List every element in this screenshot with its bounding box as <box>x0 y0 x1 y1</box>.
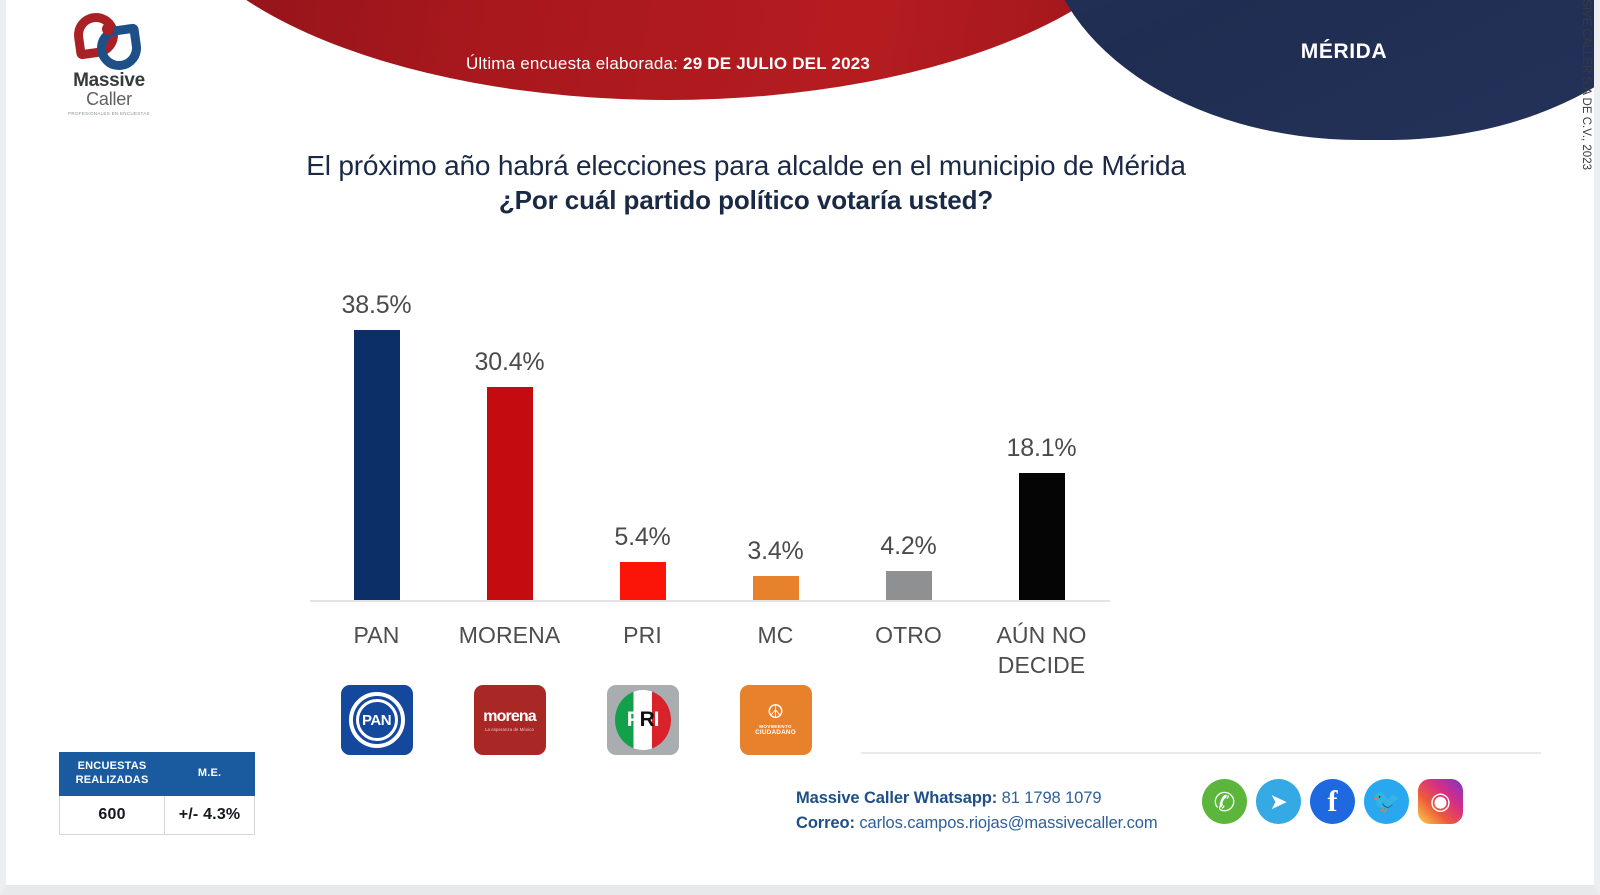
twitter-icon[interactable]: 🐦 <box>1364 779 1409 824</box>
region-label: MÉRIDA <box>1300 40 1388 63</box>
bar-group-otro: 4.2% <box>842 250 975 600</box>
bar-group-morena: 30.4% <box>443 250 576 600</box>
morena-logo: morena La esperanza de México <box>473 685 546 755</box>
bar-value-label: 3.4% <box>747 537 804 565</box>
bar-pan[interactable] <box>353 330 400 600</box>
bar-mc[interactable] <box>752 576 799 600</box>
party-logo-cell-morena: morena La esperanza de México <box>443 684 576 756</box>
pan-logo: PAN <box>340 685 413 755</box>
category-label-morena: MORENA <box>458 622 561 648</box>
copyright-sidebar: D.R., (C) MASSIVE CALLER S.A DE C.V., 20… <box>1552 0 1592 170</box>
party-logo-cell-mc: ☮ MOVIMIENTO CIUDADANO <box>709 684 842 756</box>
survey-date-line: Última encuesta elaborada: 29 DE JULIO D… <box>158 54 1178 74</box>
whatsapp-icon[interactable]: ✆ <box>1202 779 1247 824</box>
category-label-otro: OTRO <box>875 622 942 648</box>
bar-value-label: 4.2% <box>880 532 937 560</box>
logo-subname: Caller <box>86 89 132 110</box>
cell-margen-error: +/- 4.3% <box>164 794 255 835</box>
bar-value-label: 18.1% <box>1006 434 1077 462</box>
category-label-aún-no-decide: AÚN NO DECIDE <box>996 622 1087 679</box>
linked-speech-bubbles-icon <box>71 10 146 73</box>
page-title: El próximo año habrá elecciones para alc… <box>166 148 1326 218</box>
bar-value-label: 5.4% <box>614 523 671 551</box>
category-label-pan: PAN <box>353 622 400 648</box>
pan-logo-text: PAN <box>355 699 398 741</box>
morena-logo-text: morena <box>483 707 536 725</box>
pri-logo-letter-i: I <box>653 708 660 731</box>
survey-stats-table: ENCUESTAS REALIZADAS M.E. 600 +/- 4.3% <box>58 752 255 835</box>
bar-otro[interactable] <box>885 571 932 600</box>
contact-email-line: Correo: carlos.campos.riojas@massivecall… <box>796 811 1158 836</box>
mc-logo-line-1: MOVIMIENTO <box>759 724 792 730</box>
table-row: 600 +/- 4.3% <box>58 794 255 835</box>
copyright-line-1: D.R., (C) MASSIVE CALLER S.A DE C.V., 20… <box>1580 0 1592 170</box>
contact-whatsapp-label: Massive Caller Whatsapp: <box>796 789 998 807</box>
header-red-banner: Última encuesta elaborada: 29 DE JULIO D… <box>158 0 1178 100</box>
contact-info: Massive Caller Whatsapp: 81 1798 1079 Co… <box>796 786 1158 836</box>
category-label-pri: PRI <box>623 622 662 648</box>
bar-value-label: 38.5% <box>341 291 412 319</box>
bar-aún-no-decide[interactable] <box>1018 473 1065 600</box>
bar-pri[interactable] <box>619 562 666 600</box>
survey-date-label: Última encuesta elaborada: <box>465 54 679 73</box>
header-blue-banner: MÉRIDA <box>1044 0 1594 140</box>
contact-whatsapp-line: Massive Caller Whatsapp: 81 1798 1079 <box>796 786 1158 811</box>
bar-group-pan: 38.5% <box>310 250 443 600</box>
contact-email-label: Correo: <box>796 814 855 833</box>
instagram-icon[interactable]: ◉ <box>1418 779 1463 824</box>
social-media-links: ✆ ➤ f 🐦 ◉ <box>1202 779 1463 824</box>
footer-divider <box>861 752 1541 754</box>
bar-group-aún-no-decide: 18.1% <box>975 250 1108 600</box>
telegram-icon[interactable]: ➤ <box>1256 779 1301 824</box>
column-header-me: M.E. <box>164 752 255 796</box>
contact-email-value[interactable]: carlos.campos.riojas@massivecaller.com <box>859 814 1158 833</box>
logo-tagline: PROFESIONALES EN ENCUESTAS <box>68 111 150 117</box>
chart-category-labels: PAN MORENA PRI MC OTRO AÚN NO DECIDE <box>310 620 1110 710</box>
mc-logo: ☮ MOVIMIENTO CIUDADANO <box>739 685 812 755</box>
party-logo-row: PAN morena La esperanza de México PRI ☮ … <box>310 684 1110 758</box>
morena-logo-tagline: La esperanza de México <box>485 726 534 732</box>
mc-logo-line-2: CIUDADANO <box>755 729 796 737</box>
table-header-row: ENCUESTAS REALIZADAS M.E. <box>58 752 255 796</box>
pri-logo-letter-r: R <box>639 708 655 731</box>
party-logo-cell-pan: PAN <box>310 684 443 756</box>
facebook-icon[interactable]: f <box>1310 779 1355 824</box>
chart-baseline-axis <box>310 600 1110 602</box>
logo-name: Massive <box>73 70 145 91</box>
bar-group-pri: 5.4% <box>576 250 709 600</box>
cell-encuestas-realizadas: 600 <box>58 794 166 835</box>
title-line-2: ¿Por cuál partido político votaría usted… <box>498 184 994 215</box>
vote-intention-bar-chart: 38.5% 30.4% 5.4% 3.4% 4.2% 18.1% <box>310 250 1110 602</box>
column-header-encuestas: ENCUESTAS REALIZADAS <box>58 752 166 796</box>
category-label-mc: MC <box>757 622 794 648</box>
party-logo-cell-pri: PRI <box>576 684 709 756</box>
title-line-1: El próximo año habrá elecciones para alc… <box>306 150 1186 181</box>
contact-whatsapp-value[interactable]: 81 1798 1079 <box>1001 789 1102 807</box>
eagle-icon: ☮ <box>766 701 785 723</box>
bar-morena[interactable] <box>486 387 533 600</box>
bar-value-label: 30.4% <box>474 348 545 376</box>
survey-date-value: 29 DE JULIO DEL 2023 <box>683 54 871 73</box>
pri-logo-letter-p: P <box>626 708 641 731</box>
pri-logo: PRI <box>606 685 679 755</box>
bar-group-mc: 3.4% <box>709 250 842 600</box>
massive-caller-logo: Massive Caller PROFESIONALES EN ENCUESTA… <box>59 5 159 127</box>
